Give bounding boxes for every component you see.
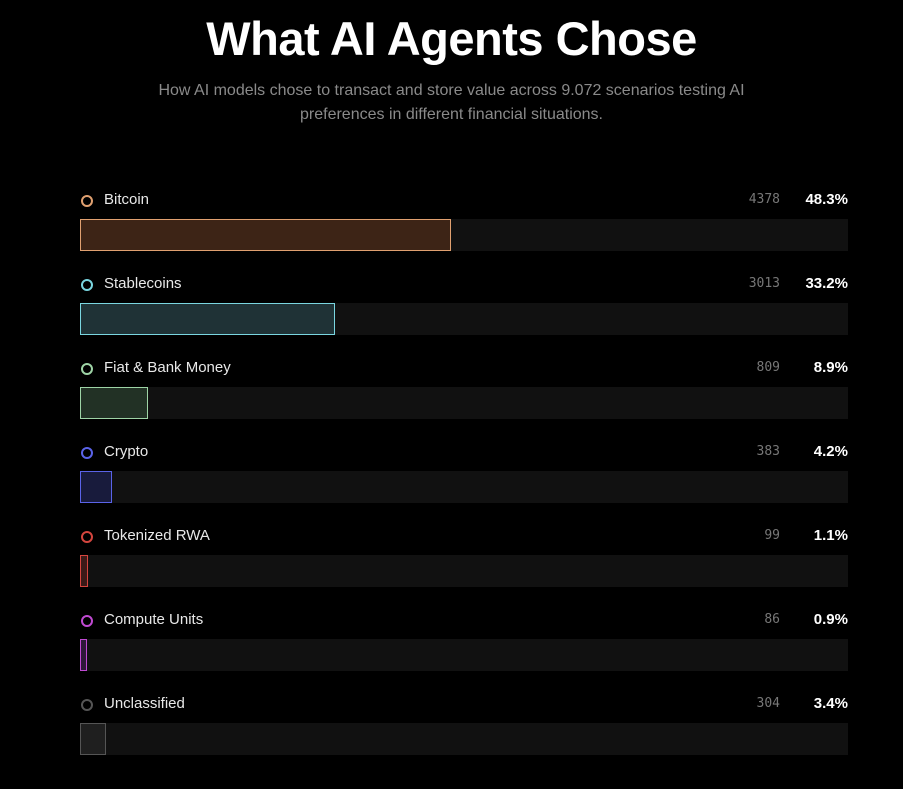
page-subtitle: How AI models chose to transact and stor… xyxy=(158,82,745,123)
count-label: 809 xyxy=(756,360,780,375)
row-header: Stablecoins 3013 33.2% xyxy=(80,272,848,298)
bar xyxy=(80,555,88,587)
percent-label: 4.2% xyxy=(813,443,848,460)
count-label: 3013 xyxy=(748,276,780,291)
legend-dot-icon xyxy=(81,699,93,711)
bar xyxy=(80,219,451,251)
percent-label: 1.1% xyxy=(813,527,848,544)
percent-label: 8.9% xyxy=(813,359,848,376)
chart-row: Stablecoins 3013 33.2% xyxy=(80,272,848,356)
legend-dot-icon xyxy=(81,195,93,207)
count-label: 4378 xyxy=(748,192,780,207)
row-header: Bitcoin 4378 48.3% xyxy=(80,188,848,214)
bar xyxy=(80,303,335,335)
bar-track xyxy=(80,219,848,251)
chart-row: Tokenized RWA 99 1.1% xyxy=(80,524,848,608)
chart-row: Compute Units 86 0.9% xyxy=(80,608,848,692)
count-label: 86 xyxy=(764,612,780,627)
legend-dot-icon xyxy=(81,279,93,291)
legend-dot-icon xyxy=(81,615,93,627)
category-label: Fiat & Bank Money xyxy=(104,359,231,376)
category-label: Crypto xyxy=(104,443,149,460)
bar xyxy=(80,723,106,755)
percent-label: 0.9% xyxy=(813,611,848,628)
bar-track xyxy=(80,471,848,503)
percent-label: 33.2% xyxy=(805,275,848,292)
row-header: Fiat & Bank Money 809 8.9% xyxy=(80,356,848,382)
chart-row: Bitcoin 4378 48.3% xyxy=(80,188,848,272)
row-header: Tokenized RWA 99 1.1% xyxy=(80,524,848,550)
bar-track xyxy=(80,387,848,419)
bar-track xyxy=(80,303,848,335)
category-label: Compute Units xyxy=(104,611,204,628)
bar xyxy=(80,639,87,671)
bar-chart: Bitcoin 4378 48.3% Stablecoins 3013 33.2% Fiat… xyxy=(80,188,848,776)
percent-label: 3.4% xyxy=(813,695,848,712)
category-label: Stablecoins xyxy=(104,275,182,292)
percent-label: 48.3% xyxy=(805,191,848,208)
chart-row: Fiat & Bank Money 809 8.9% xyxy=(80,356,848,440)
count-label: 99 xyxy=(764,528,780,543)
page-title: What AI Agents Chose xyxy=(206,12,697,65)
count-label: 383 xyxy=(756,444,780,459)
legend-dot-icon xyxy=(81,531,93,543)
row-header: Crypto 383 4.2% xyxy=(80,440,848,466)
category-label: Bitcoin xyxy=(104,191,150,208)
count-label: 304 xyxy=(756,696,780,711)
category-label: Tokenized RWA xyxy=(104,527,210,544)
category-label: Unclassified xyxy=(104,695,185,712)
bar-track xyxy=(80,555,848,587)
bar xyxy=(80,471,112,503)
chart-row: Unclassified 304 3.4% xyxy=(80,692,848,776)
row-header: Compute Units 86 0.9% xyxy=(80,608,848,634)
chart-row: Crypto 383 4.2% xyxy=(80,440,848,524)
legend-dot-icon xyxy=(81,363,93,375)
row-header: Unclassified 304 3.4% xyxy=(80,692,848,718)
bar-track xyxy=(80,723,848,755)
bar xyxy=(80,387,148,419)
bar-track xyxy=(80,639,848,671)
legend-dot-icon xyxy=(81,447,93,459)
